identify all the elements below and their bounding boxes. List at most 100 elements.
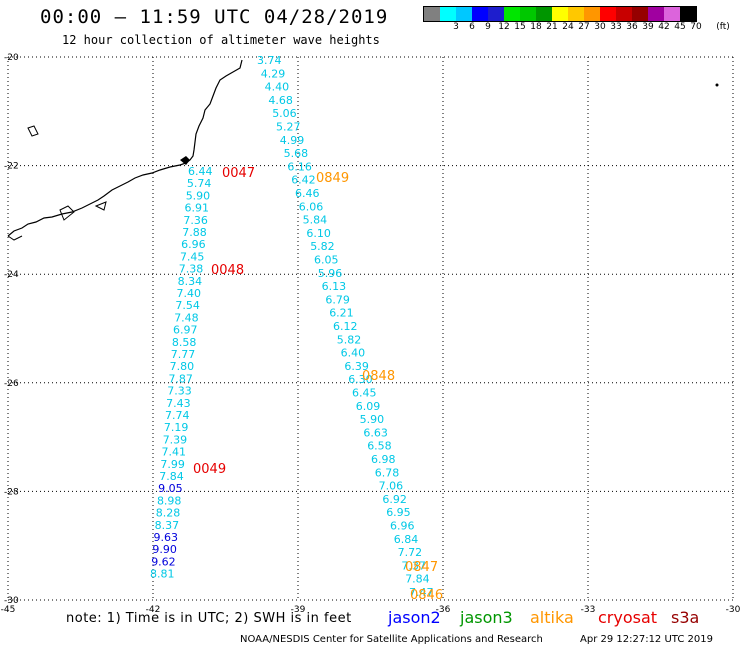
legend-label: 24	[562, 22, 574, 32]
legend-swatch	[520, 7, 536, 21]
wave-height-value: 6.40	[341, 347, 366, 360]
legend-swatch	[488, 7, 504, 21]
wave-height-value: 9.62	[151, 555, 176, 568]
legend-label: 3	[453, 22, 459, 32]
wave-height-value: 6.21	[329, 307, 354, 320]
wave-height-value: 6.45	[352, 387, 377, 400]
graticule: -45 -42 -39 -36 -33 -30 -20 -22 -24 -26 -28 -30	[1, 53, 740, 615]
lon-tick-label: -39	[291, 605, 306, 615]
wave-height-value: 6.63	[363, 426, 388, 439]
wave-height-value: 7.40	[177, 287, 202, 300]
legend-swatch	[616, 7, 632, 21]
legend-label: 15	[514, 22, 526, 32]
wave-height-value: 5.82	[337, 333, 362, 346]
wave-height-value: 7.80	[170, 360, 195, 373]
coastline-brazil	[7, 59, 243, 237]
pass-time-label: 0849	[316, 171, 349, 186]
legend-swatch	[456, 7, 472, 21]
legend-swatch	[600, 7, 616, 21]
wave-height-value: 6.92	[382, 493, 407, 506]
wave-height-values: 6.445.745.906.917.367.886.967.457.388.34…	[150, 54, 433, 599]
coastline-detail-1	[180, 156, 190, 165]
pass-time-label: 0047	[222, 166, 255, 181]
island-2	[715, 83, 719, 87]
wave-height-value: 6.97	[173, 324, 198, 337]
color-legend-labels: 3 6 9 12 15 18 21 24 27 30 33 36 39 42 45 70 (ft)	[423, 22, 733, 34]
legend-label: 21	[546, 22, 558, 32]
legend-label: 36	[626, 22, 638, 32]
wave-height-value: 7.43	[166, 397, 191, 410]
footer-credit: NOAA/NESDIS Center for Satellite Applica…	[240, 634, 543, 645]
wave-height-value: 6.44	[188, 165, 213, 178]
wave-height-value: 5.90	[186, 189, 211, 202]
wave-height-value: 8.98	[157, 494, 182, 507]
legend-label: 42	[658, 22, 670, 32]
satellite-legend-item: altika	[530, 608, 574, 627]
wave-height-value: 9.90	[152, 543, 177, 556]
wave-height-value: 7.72	[398, 546, 423, 559]
wave-height-value: 5.06	[272, 107, 297, 120]
wave-height-value: 7.77	[171, 348, 196, 361]
wave-height-value: 7.84	[159, 470, 184, 483]
lon-tick-label: -45	[1, 605, 16, 615]
lon-tick-label: -30	[726, 605, 740, 615]
lon-tick-label: -36	[436, 605, 451, 615]
legend-swatch	[568, 7, 584, 21]
lat-tick-label: -20	[4, 53, 19, 63]
wave-height-value: 7.45	[180, 250, 205, 263]
coastline-detail-2	[59, 205, 75, 221]
wave-height-value: 7.37	[401, 559, 426, 572]
wave-height-value: 5.84	[303, 214, 328, 227]
wave-height-value: 8.81	[150, 568, 175, 581]
legend-unit: (ft)	[716, 22, 730, 32]
wave-height-value: 6.06	[299, 200, 324, 213]
wave-height-value: 6.98	[371, 453, 396, 466]
color-legend	[423, 6, 697, 22]
legend-swatch	[664, 7, 680, 21]
satellite-legend-item: jason3	[460, 608, 513, 627]
lon-tick-label: -33	[581, 605, 596, 615]
legend-swatch	[440, 7, 456, 21]
wave-height-value: 8.37	[155, 519, 180, 532]
legend-swatch	[504, 7, 520, 21]
wave-height-value: 6.96	[390, 520, 415, 533]
pass-time-label: 0848	[362, 369, 395, 384]
wave-height-value: 7.41	[162, 446, 187, 459]
legend-swatch	[680, 7, 696, 21]
wave-height-value: 7.06	[379, 480, 404, 493]
legend-label: 27	[578, 22, 590, 32]
wave-height-value: 6.96	[181, 238, 206, 251]
wave-height-value: 7.38	[179, 263, 204, 276]
wave-height-value: 8.58	[172, 336, 197, 349]
satellite-legend-item: jason2	[388, 608, 441, 627]
wave-height-value: 5.74	[187, 177, 212, 190]
wave-height-value: 7.99	[160, 458, 185, 471]
wave-height-value: 6.16	[287, 160, 312, 173]
wave-height-value: 6.78	[375, 466, 400, 479]
satellite-legend-item: s3a	[671, 608, 700, 627]
wave-height-value: 6.10	[306, 227, 331, 240]
legend-label: 18	[530, 22, 542, 32]
legend-swatch	[632, 7, 648, 21]
lat-tick-label: -30	[4, 596, 19, 606]
wave-height-value: 6.13	[322, 280, 347, 293]
legend-label: 33	[610, 22, 622, 32]
footer-note: note: 1) Time is in UTC; 2) SWH is in fe…	[66, 611, 352, 626]
satellite-legend-item: cryosat	[598, 608, 658, 627]
pass-time-label: 0049	[193, 462, 226, 477]
wave-height-value: 7.84	[405, 573, 430, 586]
legend-swatch	[584, 7, 600, 21]
coastline	[7, 59, 719, 241]
pass-time-labels: 0047 0048 0049 0849 0848 0847 0846	[193, 166, 443, 603]
wave-height-value: 7.74	[165, 409, 190, 422]
footer-date: Apr 29 12:27:12 UTC 2019	[580, 634, 713, 645]
wave-height-value: 5.82	[310, 240, 335, 253]
wave-height-value: 6.79	[325, 293, 350, 306]
wave-height-value: 9.05	[158, 482, 183, 495]
wave-height-value: 6.05	[314, 254, 339, 267]
map-title: 00:00 — 11:59 UTC 04/28/2019	[40, 6, 389, 28]
wave-height-value: 7.87	[168, 372, 193, 385]
wave-height-value: 3.74	[257, 54, 282, 67]
legend-label: 70	[690, 22, 702, 32]
